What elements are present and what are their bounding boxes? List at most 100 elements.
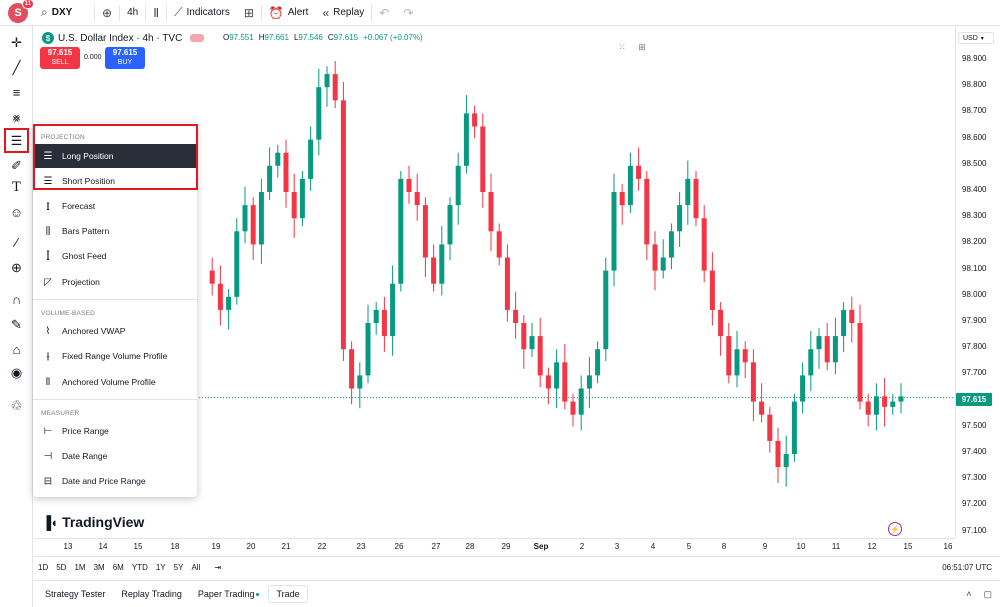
time-tick-label: 21 <box>281 542 291 551</box>
undo-button[interactable]: ↶ <box>372 0 396 26</box>
crosshair-icon: ✛ <box>11 34 22 50</box>
menu-item-anchored-vwap[interactable]: ⌇ Anchored VWAP <box>33 319 197 343</box>
range-button-3m[interactable]: 3M <box>93 563 105 572</box>
maximize-panel-icon[interactable]: ▢ <box>983 588 992 599</box>
menu-item-short-position[interactable]: ☰ Short Position <box>33 169 197 193</box>
candle-body <box>513 309 519 323</box>
menu-item-fixed-range-volume-profile[interactable]: ⫲ Fixed Range Volume Profile <box>33 344 197 368</box>
menu-item-ghost-feed[interactable]: ⫿ Ghost Feed <box>33 244 197 268</box>
price-tick-label: 97.700 <box>962 368 987 378</box>
candle-body <box>283 152 289 192</box>
magnet-icon: ∩ <box>11 292 22 307</box>
range-button-1y[interactable]: 1Y <box>155 563 166 572</box>
range-button-ytd[interactable]: YTD <box>131 563 148 572</box>
interval-button[interactable]: 4h <box>120 0 145 26</box>
ohlc-item: +0.067 (+0.07%) <box>363 33 423 42</box>
menu-item-price-range[interactable]: ⊢ Price Range <box>33 419 197 443</box>
trend-line-icon: ╱ <box>12 59 21 75</box>
candle-body <box>234 231 240 297</box>
candle-body <box>570 401 576 415</box>
fib-tool[interactable]: ≡ <box>6 82 27 103</box>
bottom-tab[interactable]: Paper Trading <box>191 586 267 602</box>
chart-type-button[interactable]: Ⅱ <box>146 0 166 26</box>
brush-tool[interactable]: ✐ <box>6 155 27 176</box>
object-tree-button[interactable]: ⁙ ⊞ <box>612 35 652 59</box>
bottom-tab[interactable]: Trade <box>268 585 308 603</box>
time-axis[interactable]: 13 14 15 18 19 20 21 22 23 26 27 28 29 Sep 2 3 4 5 8 9 10 11 1… <box>34 538 955 554</box>
symbol-search[interactable]: ⌕ DXY <box>34 0 94 26</box>
hide-drawings-tool[interactable]: ◉ <box>6 362 27 383</box>
trend-line-tool[interactable]: ╱ <box>6 57 27 78</box>
indicators-button[interactable]: ⟋ Indicators <box>167 0 237 26</box>
menu-item-bars-pattern[interactable]: ⫼ Bars Pattern <box>33 219 197 243</box>
text-tool[interactable]: T <box>6 177 27 198</box>
bottom-tab[interactable]: Replay Trading <box>114 586 189 602</box>
symbol-title[interactable]: U.S. Dollar Index · 4h · TVC <box>58 32 183 44</box>
range-button-all[interactable]: All <box>191 563 201 572</box>
user-avatar[interactable]: S 11 <box>8 0 34 23</box>
bottom-tab-label: Paper Trading <box>197 589 255 599</box>
ohlc-value: 97.551 <box>229 33 254 42</box>
measure-tool[interactable]: ∕ <box>6 232 27 253</box>
lightning-icon[interactable]: ⚡ <box>888 522 902 536</box>
grid-icon: ⊞ <box>243 5 254 20</box>
time-tick-label: 26 <box>394 542 404 551</box>
magnet-tool[interactable]: ∩ <box>6 289 27 310</box>
drag-handle-icon: ⁙ <box>618 41 626 52</box>
price-tick-label: 97.800 <box>962 342 987 352</box>
alert-button[interactable]: ⏰ Alert <box>262 0 316 26</box>
ohlc-item: C97.615 <box>328 33 358 42</box>
menu-item-date-and-price-range[interactable]: ⊟ Date and Price Range <box>33 469 197 493</box>
zoom-in-tool[interactable]: ⊕ <box>6 257 27 278</box>
currency-selector[interactable]: USD ▾ <box>958 32 994 44</box>
price-tick-label: 97.300 <box>962 473 987 483</box>
compare-symbol-button[interactable]: ⊕ <box>95 0 119 26</box>
buy-button[interactable]: 97.615 BUY <box>105 47 145 69</box>
patterns-tool[interactable]: ⨳ <box>6 107 27 128</box>
candle-body <box>718 309 724 337</box>
stay-in-drawing-mode-tool[interactable]: ✎ <box>6 314 27 335</box>
rewind-icon: « <box>322 5 330 20</box>
price-axis[interactable]: 98.900 98.800 98.700 98.600 98.500 98.400 98.3… <box>955 27 1000 538</box>
menu-item-long-position[interactable]: ☰ Long Position <box>33 144 197 168</box>
range-button-5d[interactable]: 5D <box>56 563 67 572</box>
time-tick-label: 28 <box>465 542 475 551</box>
bottom-tab[interactable]: Strategy Tester <box>38 586 112 602</box>
candle-body <box>759 401 765 415</box>
bottom-tab-label: Trade <box>276 589 300 599</box>
candle-body <box>431 257 437 284</box>
icon-tool[interactable]: ☺ <box>6 202 27 223</box>
candle-body <box>627 165 633 206</box>
candle-body <box>693 178 699 219</box>
range-button-1m[interactable]: 1M <box>74 563 86 572</box>
menu-item-forecast[interactable]: ⫾ Forecast <box>33 194 197 218</box>
eye-icon: ◉ <box>10 364 23 380</box>
collapse-panel-icon[interactable]: ˄ <box>966 588 972 599</box>
templates-button[interactable]: ⊞ <box>237 0 261 26</box>
time-tick-label: 19 <box>211 542 221 551</box>
range-button-5y[interactable]: 5Y <box>173 563 184 572</box>
clock[interactable]: 06:51:07 UTC <box>942 563 992 572</box>
ohlc-item: L97.546 <box>294 33 323 42</box>
bars-pattern-icon: ⫼ <box>45 225 51 237</box>
candle-body <box>578 388 584 415</box>
replay-button[interactable]: « Replay <box>315 0 371 26</box>
menu-item-projection[interactable]: ◸ Projection <box>33 270 197 294</box>
range-button-6m[interactable]: 6M <box>112 563 124 572</box>
range-button-1d[interactable]: 1D <box>38 563 49 572</box>
lock-icon: ⌂ <box>12 342 21 357</box>
redo-button[interactable]: ↷ <box>396 0 420 26</box>
sell-button[interactable]: 97.615 SELL <box>40 47 80 69</box>
time-tick-label: 27 <box>431 542 441 551</box>
candle-body <box>668 231 674 258</box>
time-tick-label: 15 <box>133 542 143 551</box>
goto-date-icon[interactable]: ⇥ <box>214 563 222 572</box>
crosshair-tool[interactable]: ✛ <box>6 32 27 53</box>
buy-price: 97.615 <box>112 48 138 57</box>
remove-drawings-tool[interactable]: ♲ <box>6 395 27 416</box>
lock-drawings-tool[interactable]: ⌂ <box>6 339 27 360</box>
prediction-measurement-tool[interactable]: ☰ <box>4 128 29 153</box>
menu-item-anchored-volume-profile[interactable]: ⫴ Anchored Volume Profile <box>33 370 197 394</box>
candle-body <box>217 283 223 310</box>
menu-item-date-range[interactable]: ⊣ Date Range <box>33 444 197 468</box>
